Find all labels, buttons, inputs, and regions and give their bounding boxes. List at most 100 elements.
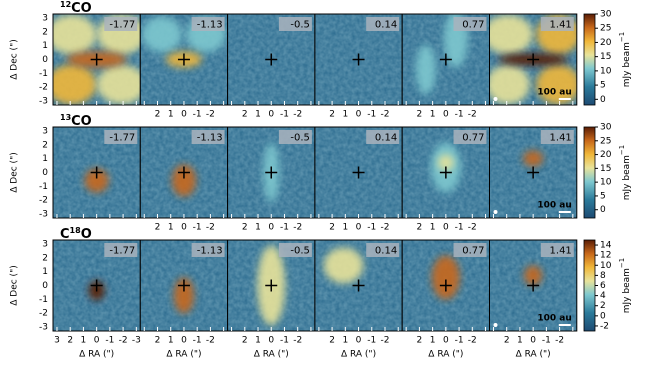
scale-bar-label: 100 au xyxy=(537,201,571,211)
y-tick-label: -2 xyxy=(39,83,48,93)
channel-panel: -1.77 xyxy=(52,13,141,106)
centre-cross xyxy=(90,279,103,292)
colorbar-tick-label: 0 xyxy=(600,311,606,321)
centre-cross xyxy=(439,53,452,66)
colorbar-tick-label: 5 xyxy=(600,191,606,201)
centre-cross xyxy=(265,53,278,66)
velocity-box xyxy=(366,243,400,257)
colorbar xyxy=(583,239,596,332)
velocity-label: -0.5 xyxy=(290,133,310,144)
x-tick-label: 2 xyxy=(417,223,423,233)
velocity-label: 1.41 xyxy=(550,133,572,144)
x-tick-label: 2 xyxy=(155,110,161,120)
y-tick-label: -1 xyxy=(39,182,48,192)
velocity-box xyxy=(104,17,138,31)
y-tick-label: -3 xyxy=(39,96,48,106)
channel-panel: 0.77 xyxy=(401,126,491,219)
y-axis-label: Δ Dec (") xyxy=(10,152,20,192)
velocity-box xyxy=(191,243,225,257)
colorbar-tick-label: 20 xyxy=(600,38,612,48)
centre-cross xyxy=(527,53,540,66)
velocity-label: 0.77 xyxy=(462,133,484,144)
emission xyxy=(489,64,531,105)
y-tick-label: 1 xyxy=(42,154,48,164)
centre-cross xyxy=(352,279,365,292)
velocity-box xyxy=(453,130,487,144)
y-tick-label: -3 xyxy=(39,209,48,219)
channel-panel: 1.41 100 au xyxy=(489,126,578,219)
channel-panel: -1.77 xyxy=(52,239,141,332)
x-tick-label: -1 xyxy=(367,110,376,120)
y-tick-label: -3 xyxy=(39,322,48,332)
x-tick-label: -1 xyxy=(280,110,289,120)
emission xyxy=(53,14,97,55)
emission xyxy=(523,150,544,167)
colorbar-tick-label: 10 xyxy=(600,178,612,188)
colorbar-tick-label: 5 xyxy=(600,81,606,91)
x-tick-label: 1 xyxy=(81,336,87,346)
emission xyxy=(173,277,194,314)
centre-cross xyxy=(439,279,452,292)
x-tick-label: -2 xyxy=(381,110,390,120)
x-tick-label: -1 xyxy=(280,223,289,233)
x-tick-label: 2 xyxy=(329,110,335,120)
colorbar-label: mJy beam−1 xyxy=(618,32,632,87)
x-tick-label: -1 xyxy=(455,110,464,120)
x-tick-label: 1 xyxy=(430,110,436,120)
x-tick-label: -1 xyxy=(455,223,464,233)
centre-cross xyxy=(352,166,365,179)
x-axis-label: Δ RA (") xyxy=(428,350,463,360)
isotope: 13 xyxy=(60,113,71,122)
centre-cross xyxy=(177,53,190,66)
velocity-box xyxy=(540,243,574,257)
channel-panel: 0.77 xyxy=(401,13,491,106)
molecule-suffix: O xyxy=(81,227,92,242)
colorbar-tick-label: -2 xyxy=(600,321,609,331)
emission xyxy=(84,168,109,193)
velocity-label: -1.77 xyxy=(109,133,135,144)
emission xyxy=(53,64,97,105)
velocity-box xyxy=(278,243,312,257)
scale-bar-label: 100 au xyxy=(537,88,571,98)
velocity-box xyxy=(366,17,400,31)
x-tick-label: -1 xyxy=(193,336,202,346)
x-tick-label: 2 xyxy=(242,336,248,346)
velocity-label: -0.5 xyxy=(290,246,310,257)
y-tick-label: -1 xyxy=(39,295,48,305)
row-title: 13CO xyxy=(60,113,92,129)
scale-bar-label: 100 au xyxy=(537,314,571,324)
x-tick-label: -2 xyxy=(293,336,302,346)
colorbar-tick-label: 15 xyxy=(600,52,611,62)
beam xyxy=(493,97,498,101)
emission xyxy=(141,16,182,53)
velocity-label: 0.77 xyxy=(462,20,484,31)
channel-panel: -0.5 xyxy=(227,126,316,219)
colorbar-exponent: −1 xyxy=(618,258,626,268)
channel-panel: -1.77 xyxy=(52,126,141,219)
velocity-label: 1.41 xyxy=(550,20,572,31)
colorbar-label: mJy beam−1 xyxy=(618,258,632,313)
colorbar-tick-label: 10 xyxy=(600,261,612,271)
beam xyxy=(493,210,498,214)
emission xyxy=(524,265,543,286)
y-tick-label: 0 xyxy=(42,168,48,178)
x-tick-label: 2 xyxy=(242,223,248,233)
velocity-box xyxy=(104,243,138,257)
x-tick-label: 0 xyxy=(530,336,536,346)
x-tick-label: 2 xyxy=(242,110,248,120)
centre-cross xyxy=(177,279,190,292)
channel-panel: 1.41 100 au xyxy=(489,13,578,106)
x-tick-label: 0 xyxy=(268,110,274,120)
x-tick-label: -1 xyxy=(367,223,376,233)
emission xyxy=(437,154,454,171)
x-tick-label: -1 xyxy=(280,336,289,346)
x-tick-label: -3 xyxy=(132,336,141,346)
channel-panel: -1.13 xyxy=(139,239,229,332)
x-tick-label: 1 xyxy=(168,223,174,233)
colorbar-tick-label: 0 xyxy=(600,205,606,215)
x-tick-label: 0 xyxy=(356,110,362,120)
x-tick-label: -2 xyxy=(119,336,128,346)
y-axis-label: Δ Dec (") xyxy=(10,265,20,305)
x-tick-label: 0 xyxy=(443,110,449,120)
row-title: 12CO xyxy=(60,0,92,16)
